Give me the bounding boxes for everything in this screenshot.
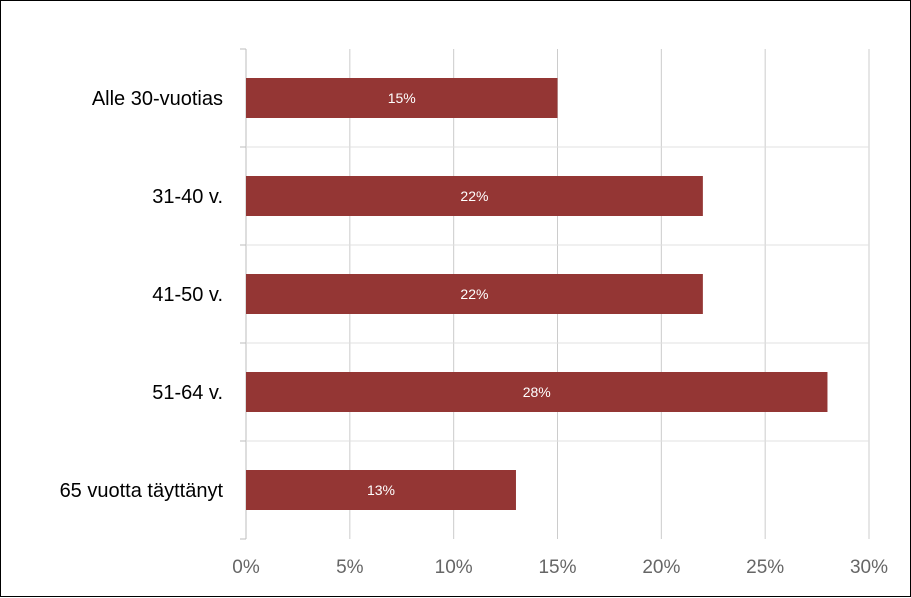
bar — [246, 372, 828, 412]
category-labels: Alle 30-vuotias 31-40 v. 41-50 v. 51-64 v. 6… — [60, 88, 224, 502]
x-tick-label: 15% — [538, 557, 576, 578]
x-tick-labels: 0% 5% 10% 15% 20% 25% 30% — [232, 557, 888, 578]
category-label: 41-50 v. — [152, 284, 223, 306]
x-tick-label: 25% — [746, 557, 784, 578]
bar-value-label: 15% — [388, 90, 416, 106]
category-label: Alle 30-vuotias — [92, 88, 223, 110]
bar — [246, 176, 703, 216]
bar — [246, 274, 703, 314]
bar — [246, 470, 516, 510]
x-tick-label: 10% — [435, 557, 473, 578]
category-label: 31-40 v. — [152, 186, 223, 208]
category-label: 65 vuotta täyttänyt — [60, 480, 224, 502]
data-labels: 15% 22% 22% 28% 13% — [367, 90, 551, 498]
x-tick-label: 0% — [232, 557, 260, 578]
bar-value-label: 13% — [367, 482, 395, 498]
x-tick-label: 30% — [850, 557, 888, 578]
category-label: 51-64 v. — [152, 382, 223, 404]
bar-value-label: 22% — [460, 286, 488, 302]
bar-value-label: 22% — [460, 188, 488, 204]
x-tick-label: 5% — [336, 557, 364, 578]
bar-value-label: 28% — [523, 384, 551, 400]
bars — [246, 78, 828, 510]
y-axis — [240, 48, 246, 540]
bar — [246, 78, 558, 118]
x-tick-label: 20% — [642, 557, 680, 578]
